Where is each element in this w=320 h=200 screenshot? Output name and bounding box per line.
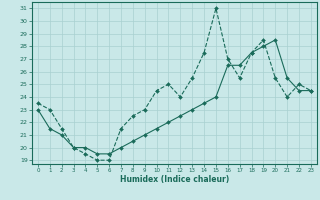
X-axis label: Humidex (Indice chaleur): Humidex (Indice chaleur) <box>120 175 229 184</box>
